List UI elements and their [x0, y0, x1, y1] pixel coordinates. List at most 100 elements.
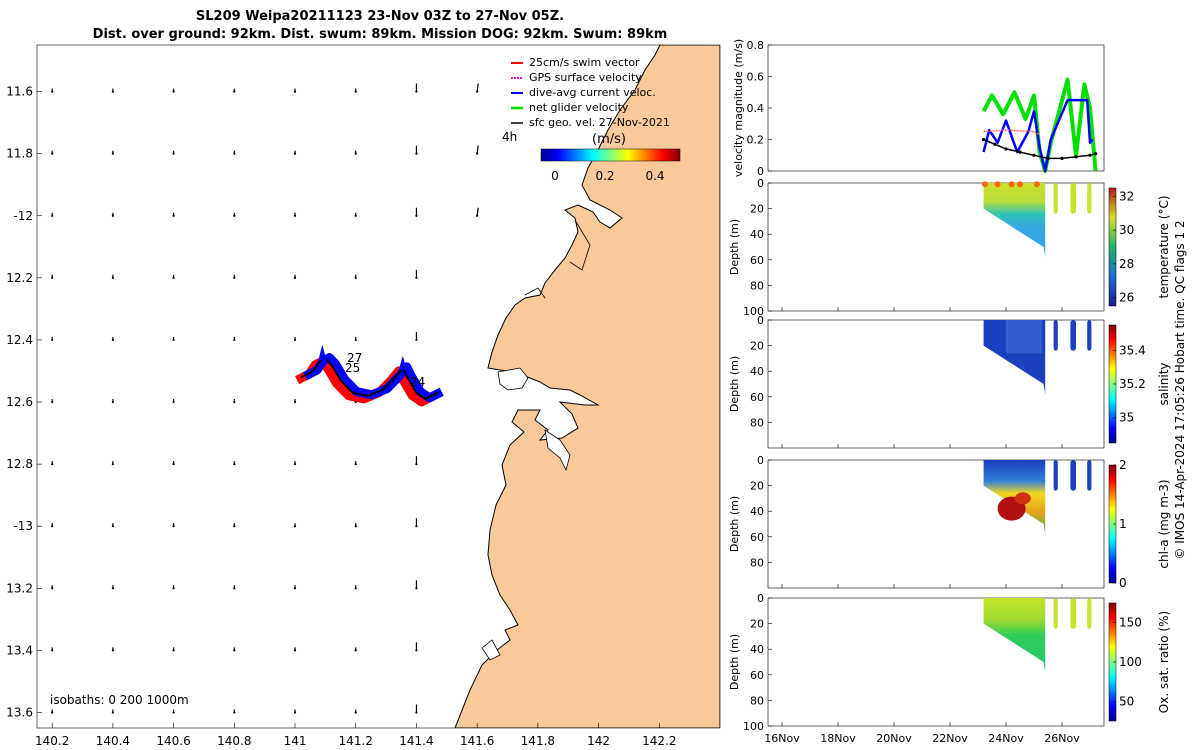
geo-velocity-arrow [111, 523, 114, 528]
chl-a-depth-tick: 0 [757, 454, 764, 467]
map-y-tick: 13.2 [6, 581, 33, 595]
profile-chl-a: 0 20 40 60 80 Depth (m) 0 1 2 chl-a (mg m-3) [728, 454, 1171, 590]
geo-velocity-arrow [415, 642, 418, 652]
geo-velocity-arrow [293, 523, 297, 528]
geo-velocity-arrow [172, 523, 175, 528]
temperature-hot-point [1033, 181, 1040, 188]
geo-velocity-arrow [51, 212, 54, 217]
sfc-velocity-point [1032, 153, 1036, 157]
oxygen-dive-bar [1087, 598, 1092, 629]
salinity-dive-bar [1087, 320, 1092, 351]
temperature-colorbar-tick: 32 [1119, 189, 1134, 203]
map-y-tick: 11.8 [6, 147, 33, 161]
velocity-y-tick: 0.2 [747, 134, 765, 147]
glider-track [295, 344, 444, 407]
temperature-section [983, 183, 1046, 258]
colorbar-unit: (m/s) [592, 132, 626, 147]
sfc-velocity-point [1046, 156, 1050, 160]
river-line [524, 219, 591, 299]
salinity-depth-tick: 60 [750, 391, 764, 404]
temperature-depth-tick: 60 [750, 254, 764, 267]
geo-velocity-arrow [354, 461, 357, 466]
geo-velocity-arrow [51, 336, 54, 342]
map-x-tick: 140.8 [217, 734, 251, 748]
land-mass [454, 45, 720, 728]
chl-a-depth-tick: 80 [750, 556, 764, 569]
geo-velocity-arrow [415, 456, 418, 466]
geo-velocity-arrow [354, 585, 357, 590]
temperature-hot-point [994, 181, 1001, 188]
velocity-y-tick: 0.8 [747, 39, 765, 52]
geo-velocity-arrow [172, 709, 175, 714]
temperature-depth-tick: 20 [750, 203, 764, 216]
velocity-y-ticks: 0 0.2 0.4 0.6 0.8 [747, 39, 772, 178]
geo-velocity-arrow [293, 88, 297, 93]
map-y-tick: -12 [13, 209, 33, 223]
salinity-colorbar-label: salinity [1157, 362, 1171, 405]
legend-current: dive-avg current veloc. [529, 86, 656, 99]
map-y-tick: -13 [13, 519, 33, 533]
day-axis: 16Nov 18Nov 20Nov 22Nov 24Nov 26Nov [764, 732, 1080, 745]
map-y-tick: 13.4 [6, 643, 33, 657]
salinity-depth-tick: 20 [750, 340, 764, 353]
geo-velocity-arrow [415, 83, 418, 93]
sfc-velocity-point [1088, 153, 1092, 157]
salinity-frame [767, 319, 1105, 449]
velocity-ylabel: velocity magnitude (m/s) [732, 39, 745, 177]
geo-velocity-arrow [172, 585, 175, 590]
geo-velocity-arrow [51, 461, 54, 466]
oxygen-dive-bar [1053, 598, 1058, 629]
chl-a-depth-tick: 40 [750, 505, 764, 518]
glider-path [300, 357, 439, 400]
day-label: 24 [410, 375, 425, 389]
geo-velocity-arrow [476, 145, 479, 155]
map-frame [36, 44, 721, 729]
profile-temperature: 0 20 40 60 80 100 Depth (m) 26 28 30 32 temperature… [728, 177, 1171, 318]
oxygen-depth-tick: 60 [750, 669, 764, 682]
estuary-3 [481, 639, 501, 661]
geo-velocity-arrow [51, 647, 54, 652]
geo-velocity-arrow [415, 518, 418, 528]
salinity-dive-bar [1053, 320, 1058, 351]
map-x-tick: 141.2 [339, 734, 373, 748]
map-y-tick: 12.2 [6, 271, 33, 285]
temperature-dive-bar [1070, 183, 1076, 214]
geo-velocity-arrow [354, 212, 357, 217]
oxygen-colorbar-tick: 100 [1119, 655, 1142, 669]
temperature-frame [767, 182, 1105, 312]
speed-colorbar [540, 148, 681, 162]
velocity-y-tick: 0.4 [747, 102, 765, 115]
geo-velocity-arrow [51, 399, 54, 404]
geo-velocity-arrow [51, 274, 54, 279]
oxygen-depth-tick: 0 [757, 592, 764, 605]
oxygen-dive-bar [1070, 598, 1076, 629]
geo-velocity-arrow [293, 647, 297, 652]
temperature-dive-bar [1053, 183, 1058, 214]
temperature-colorbar-label: temperature (°C) [1157, 196, 1171, 299]
chl-a-frame [767, 459, 1105, 589]
map-x-tick: 141 [284, 734, 307, 748]
map-y-tick: 12.6 [6, 395, 33, 409]
geo-velocity-arrow [172, 336, 175, 342]
map-x-tick: 142 [587, 734, 610, 748]
geo-velocity-arrow [233, 647, 236, 652]
temperature-depth-label: Depth (m) [728, 219, 741, 275]
profile-oxygen: 0 20 40 60 80 100 Depth (m) 50 100 150 Ox. sat. ra… [728, 592, 1171, 733]
temperature-colorbar-tick: 28 [1119, 257, 1134, 271]
oxygen-depth-label: Depth (m) [728, 634, 741, 690]
geo-velocity-arrow [293, 150, 297, 155]
geo-velocity-arrow [354, 150, 357, 155]
geo-velocity-arrow [293, 461, 297, 466]
geo-velocity-arrow [172, 461, 175, 466]
colorbar-tick-2: 0.4 [645, 169, 664, 183]
geo-velocity-arrow [293, 336, 297, 342]
temperature-colorbar [1108, 187, 1117, 307]
legend-gps: GPS surface velocity [529, 71, 642, 84]
geo-velocity-arrow [51, 709, 54, 714]
oxygen-depth-tick: 100 [743, 720, 764, 733]
geo-velocity-arrow [111, 461, 114, 466]
legend-net: net glider velocity [529, 101, 629, 114]
geo-velocity-arrow [354, 647, 357, 652]
